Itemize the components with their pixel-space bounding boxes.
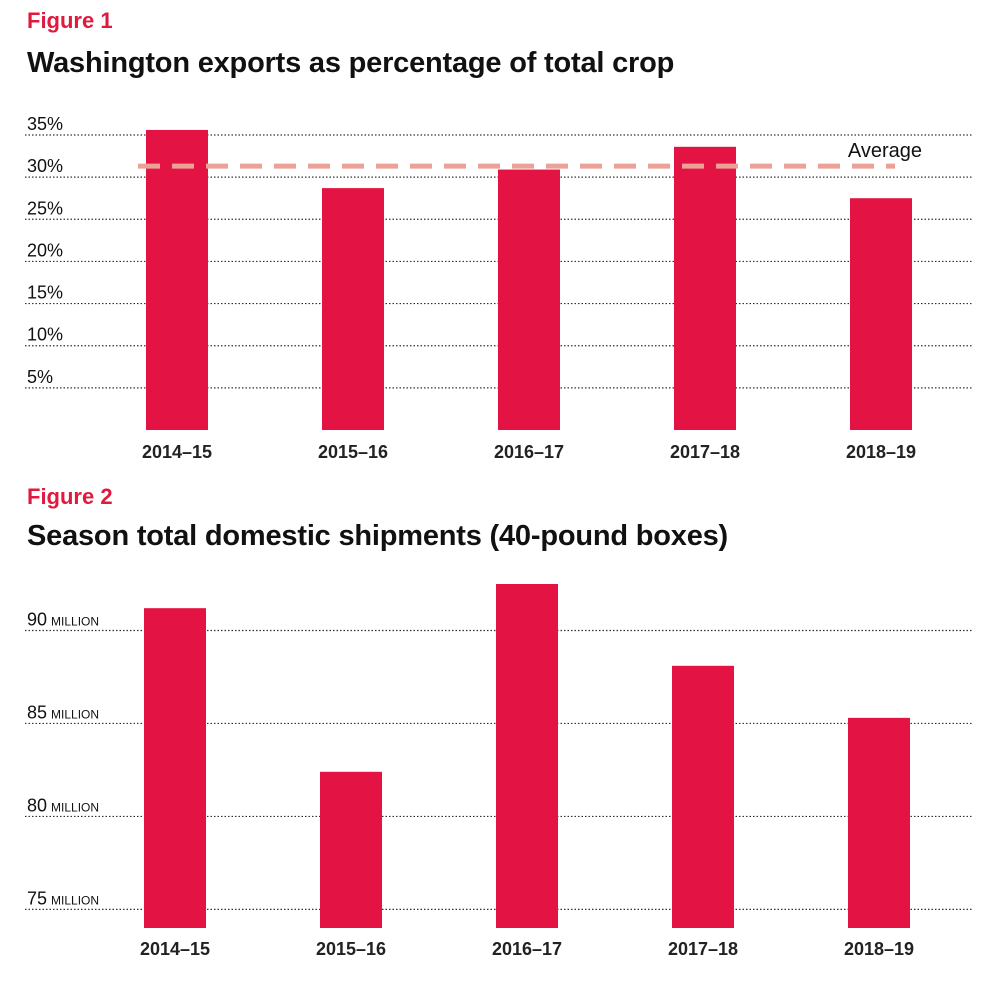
x-category-label: 2017–18 [668, 939, 738, 959]
figure-2-chart: 75 MILLION 80 MILLION 85 MILLION 90 MILLION 2014… [25, 584, 972, 959]
bar [146, 129, 208, 430]
y-tick-unit: MILLION [51, 614, 99, 628]
y-tick-label: 20% [27, 240, 63, 260]
y-tick-unit: MILLION [51, 707, 99, 721]
x-category-label: 2016–17 [492, 939, 562, 959]
y-tick-label: 5% [27, 367, 53, 387]
y-tick-unit: MILLION [51, 800, 99, 814]
figure-1-chart: 5% 10% 15% 20% 25% 30% 35% 2014–15 2015–16 2016–1… [25, 114, 972, 462]
bar [498, 169, 560, 431]
x-category-label: 2018–19 [846, 442, 916, 462]
y-tick-label: 75 MILLION [27, 888, 99, 908]
y-tick-label: 85 MILLION [27, 702, 99, 722]
x-category-label: 2014–15 [142, 442, 212, 462]
figure-1-label: Figure 1 [27, 8, 113, 33]
x-category-label: 2014–15 [140, 939, 210, 959]
y-tick-label: 10% [27, 325, 63, 345]
figure-2-label: Figure 2 [27, 484, 113, 509]
x-category-label: 2018–19 [844, 939, 914, 959]
bar [850, 198, 912, 430]
x-category-label: 2015–16 [318, 442, 388, 462]
figure-1-title: Washington exports as percentage of tota… [27, 47, 675, 79]
y-tick-label: 80 MILLION [27, 795, 99, 815]
average-label: Average [848, 140, 922, 162]
bar [674, 146, 736, 431]
y-tick-label: 90 MILLION [27, 609, 99, 629]
x-category-label: 2017–18 [670, 442, 740, 462]
bar [848, 717, 910, 928]
y-tick-unit: MILLION [51, 893, 99, 907]
bar [496, 584, 558, 928]
bar [144, 608, 206, 928]
y-tick-label: 15% [27, 283, 63, 303]
y-tick-label: 30% [27, 156, 63, 176]
bar [672, 665, 734, 928]
y-tick-label: 25% [27, 198, 63, 218]
bar [322, 188, 384, 430]
y-tick-label: 35% [27, 114, 63, 134]
bar [320, 771, 382, 928]
x-category-label: 2016–17 [494, 442, 564, 462]
x-category-label: 2015–16 [316, 939, 386, 959]
figure-2-title: Season total domestic shipments (40-poun… [27, 520, 729, 552]
